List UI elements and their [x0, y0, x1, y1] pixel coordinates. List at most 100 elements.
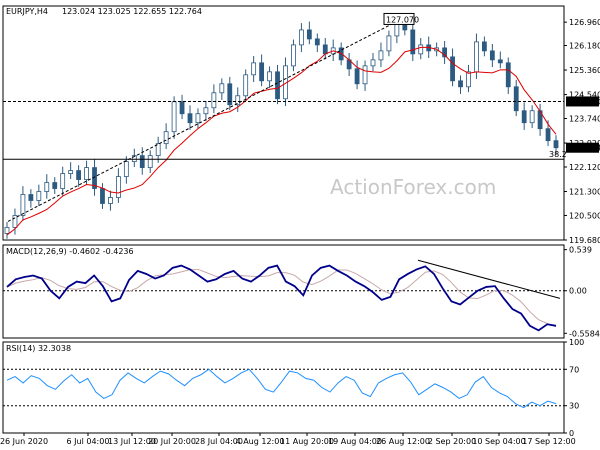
- candle-body: [20, 194, 26, 216]
- candle-body: [235, 95, 241, 106]
- candle-body: [259, 62, 265, 82]
- candle-body: [298, 29, 304, 46]
- candle-body: [100, 188, 105, 204]
- x-tick-label: 26 Jun 2020: [0, 437, 48, 446]
- candle-body: [4, 227, 10, 234]
- candle-body: [251, 62, 257, 76]
- rsi-line: [6, 368, 557, 409]
- candle-body: [521, 110, 527, 124]
- candle-body: [227, 83, 233, 106]
- price-y-tick-label: 125.360: [569, 66, 600, 75]
- macd-y-tick-label: -0.5584: [569, 329, 600, 338]
- rsi-y-tick-label: 30: [569, 402, 579, 411]
- candle-body: [291, 44, 296, 67]
- candle-body: [442, 47, 448, 58]
- candle-body: [243, 74, 249, 97]
- high-marker-label: 127.070: [386, 15, 419, 24]
- candle-body: [36, 191, 42, 201]
- macd-y-tick-label: 0.539: [569, 246, 592, 255]
- x-tick-label: 20 Jul 20:00: [148, 437, 196, 446]
- level-marker-label: 124.310: [568, 97, 600, 106]
- price-y-tick-label: 126.960: [569, 18, 600, 27]
- candle-body: [108, 197, 113, 204]
- candle-body: [163, 131, 169, 145]
- level-marker-box: [566, 96, 599, 107]
- price-title: EURJPY,H4: [6, 7, 48, 16]
- macd-trendline: [417, 259, 561, 299]
- x-tick-label: 28 Jul 04:00: [195, 437, 243, 446]
- candle-body: [410, 29, 416, 55]
- last-price-marker-box: [566, 142, 599, 153]
- candle-body: [115, 176, 121, 198]
- candle-body: [386, 35, 392, 52]
- rsi-y-tick-label: 70: [569, 365, 579, 374]
- candle-body: [28, 194, 34, 201]
- fib-label: 38.2: [549, 150, 567, 159]
- candle-body: [489, 50, 495, 61]
- candle-body: [155, 143, 161, 157]
- high-marker-box: [383, 12, 415, 25]
- candle-body: [505, 62, 511, 88]
- rsi-title: RSI(14) 32.3038: [6, 344, 71, 353]
- candle-body: [52, 182, 58, 189]
- price-y-tick-label: 123.740: [569, 115, 600, 124]
- x-tick-label: 13 Jul 12:00: [108, 437, 156, 446]
- price-frame: [2, 5, 565, 241]
- price-y-tick-label: 121.300: [569, 188, 600, 197]
- candle-body: [418, 44, 424, 55]
- candle-body: [529, 110, 535, 124]
- candle-body: [123, 161, 129, 177]
- price-y-tick-label: 126.180: [569, 41, 600, 50]
- moving-average-line: [6, 46, 557, 236]
- candle-body: [219, 83, 225, 94]
- macd-signal-line: [6, 269, 557, 328]
- candle-body: [513, 86, 519, 112]
- candle-body: [171, 101, 177, 133]
- rsi-frame: [2, 341, 565, 434]
- candle-body: [450, 56, 455, 82]
- x-tick-label: 2 Sep 20:00: [428, 437, 476, 446]
- x-tick-label: 26 Aug 12:00: [376, 437, 430, 446]
- candle-body: [195, 113, 201, 124]
- price-y-tick-label: 119.680: [569, 236, 600, 245]
- rsi-y-tick-label: 100: [569, 338, 584, 347]
- candle-body: [147, 155, 153, 168]
- candle-body: [179, 101, 185, 115]
- price-y-tick-label: 122.120: [569, 163, 600, 172]
- macd-title: MACD(12,26,9) -0.4602 -0.4236: [6, 247, 134, 256]
- candle-body: [474, 41, 479, 73]
- macd-frame: [2, 244, 565, 339]
- candle-body: [44, 182, 50, 192]
- macd-y-tick-label: 0.00: [569, 287, 587, 296]
- last-price-marker-label: 122.764: [568, 144, 600, 153]
- candle-body: [60, 173, 66, 189]
- candle-body: [12, 215, 18, 228]
- candle-body: [314, 38, 320, 46]
- price-panel: 126.960126.180125.360124.540123.740122.9…: [2, 5, 600, 245]
- candle-body: [211, 92, 217, 109]
- x-tick-label: 11 Aug 20:00: [280, 437, 334, 446]
- price-ohlc-header: 123.024 123.025 122.655 122.764: [62, 7, 202, 16]
- macd-main-line: [6, 264, 557, 332]
- x-tick-label: 19 Aug 04:00: [328, 437, 382, 446]
- candle-body: [553, 140, 559, 149]
- candle-body: [545, 128, 551, 142]
- candle-body: [84, 167, 89, 180]
- candle-body: [131, 155, 137, 163]
- rsi-y-tick-label: 0: [569, 429, 574, 438]
- candle-body: [362, 65, 368, 85]
- candle-body: [267, 71, 272, 82]
- candle-body: [354, 68, 360, 85]
- watermark: ActionForex.com: [330, 175, 496, 199]
- candle-body: [187, 113, 193, 124]
- candle-body: [275, 71, 280, 100]
- candle-body: [139, 155, 145, 168]
- x-tick-label: 6 Jul 04:00: [67, 437, 110, 446]
- candle-body: [203, 107, 209, 115]
- candle-body: [466, 71, 471, 88]
- price-y-tick-label: 124.540: [569, 91, 600, 100]
- candle-body: [322, 44, 328, 55]
- x-tick-label: 17 Sep 12:00: [522, 437, 575, 446]
